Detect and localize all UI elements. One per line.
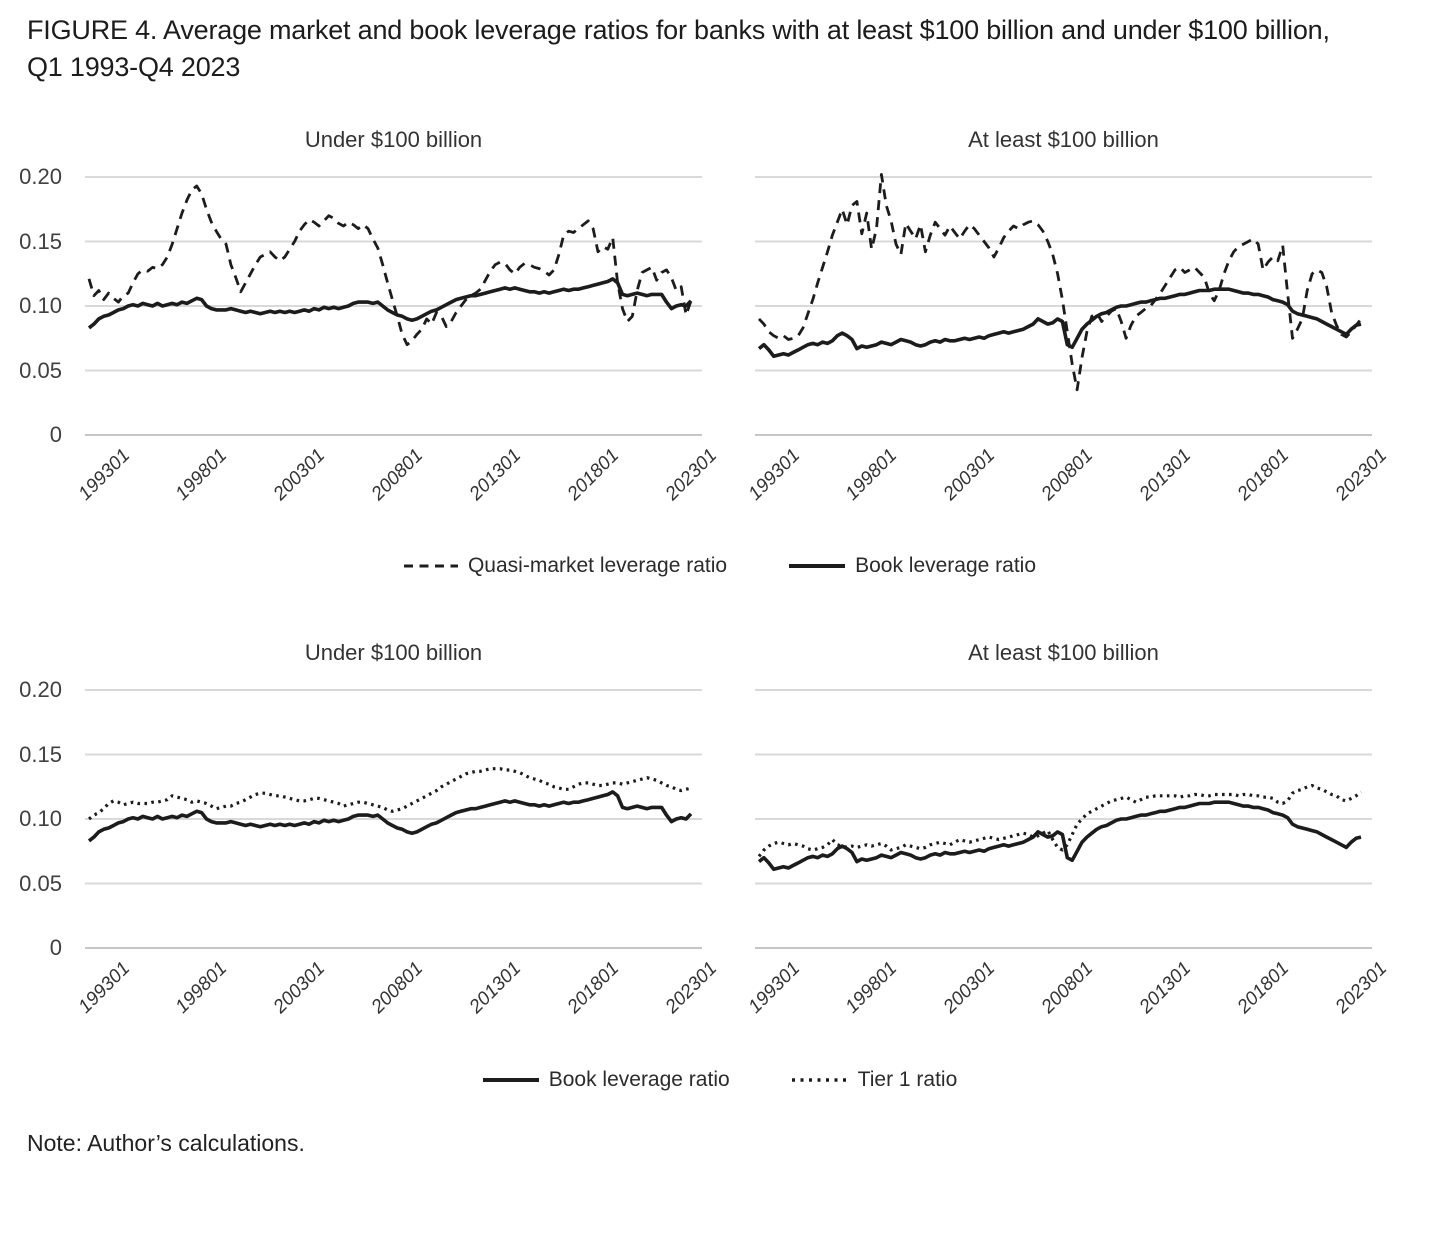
x-tick-label: 199801: [172, 958, 232, 1018]
dashed-line-swatch: [403, 564, 458, 568]
y-tick-label: 0.20: [19, 677, 62, 702]
x-tick-label: 201801: [1233, 958, 1294, 1018]
y-tick-label: 0.20: [19, 164, 62, 189]
y-tick-label: 0: [49, 935, 62, 960]
y-tick-label: 0: [49, 422, 62, 447]
x-tick-label: 201301: [1135, 445, 1196, 505]
x-tick-label: 202301: [661, 445, 722, 505]
x-tick-label: 200801: [1037, 958, 1098, 1018]
chart-top-left-plot: [85, 176, 702, 436]
solid-line-swatch: [482, 1078, 539, 1082]
y-tick-label: 0.10: [19, 806, 62, 831]
series-solid-line: [87, 277, 693, 330]
panel-title-bottom-left: Under $100 billion: [304, 640, 483, 665]
series-dashed-line: [757, 173, 1363, 392]
y-tick-label: 0.05: [19, 357, 62, 383]
panel-title-top-right: At least $100 billion: [968, 127, 1159, 152]
figure-title-line2: Q1 1993-Q4 2023: [27, 52, 241, 82]
solid-line-swatch: [789, 564, 846, 568]
x-tick-label: 200801: [367, 958, 428, 1018]
x-tick-label: 201801: [563, 958, 624, 1018]
x-tick-label: 202301: [661, 958, 722, 1018]
y-tick-label: 0.10: [19, 293, 62, 318]
legend-item-quasi-market: Quasi-market leverage ratio: [403, 554, 728, 578]
x-tick-label: 200801: [1037, 445, 1098, 505]
x-tick-label: 201301: [465, 445, 526, 505]
x-tick-label: 201301: [465, 958, 526, 1018]
legend-item-book-leverage: Book leverage ratio: [482, 1068, 730, 1092]
x-tick-label: 200301: [269, 958, 330, 1018]
series-solid-line: [757, 287, 1362, 359]
legend-top: Quasi-market leverage ratio Book leverag…: [0, 548, 1440, 584]
chart-bottom-left-plot: [85, 689, 702, 949]
y-tick-label: 0.05: [19, 870, 62, 896]
x-tick-label: 199301: [74, 958, 134, 1018]
series-dotted-line: [88, 767, 692, 821]
series-solid-line: [87, 790, 693, 843]
x-tick-label: 201801: [1233, 445, 1294, 505]
x-tick-label: 201301: [1135, 958, 1196, 1018]
series-solid-line: [757, 800, 1362, 872]
panel-title-bottom-right: At least $100 billion: [968, 640, 1159, 665]
x-tick-label: 200301: [269, 445, 330, 505]
y-tick-label: 0.15: [19, 228, 62, 254]
panel-title-top-left: Under $100 billion: [304, 127, 483, 152]
legend-label: Book leverage ratio: [855, 554, 1037, 577]
series-dashed-line: [87, 184, 693, 347]
y-tick-label: 0.15: [19, 741, 62, 767]
x-tick-label: 202301: [1331, 958, 1392, 1018]
x-tick-label: 199301: [744, 958, 804, 1018]
x-tick-label: 199801: [842, 445, 902, 505]
x-tick-label: 200801: [367, 445, 428, 505]
figure-title-line1: FIGURE 4. Average market and book levera…: [27, 15, 1330, 45]
legend-item-tier1: Tier 1 ratio: [791, 1068, 958, 1092]
legend-item-book-leverage: Book leverage ratio: [789, 554, 1036, 578]
legend-label: Book leverage ratio: [548, 1068, 730, 1091]
x-tick-label: 199801: [842, 958, 902, 1018]
figure-title: FIGURE 4. Average market and book levera…: [27, 12, 1427, 86]
x-tick-label: 199301: [74, 445, 134, 505]
legend-label: Tier 1 ratio: [857, 1068, 958, 1091]
dotted-line-swatch: [791, 1078, 848, 1082]
chart-top-right-plot: [755, 173, 1372, 436]
chart-bottom-right-plot: [755, 689, 1372, 949]
x-tick-label: 201801: [563, 445, 624, 505]
legend-label: Quasi-market leverage ratio: [467, 554, 728, 577]
x-tick-label: 200301: [939, 958, 1000, 1018]
x-tick-label: 200301: [939, 445, 1000, 505]
x-tick-label: 202301: [1331, 445, 1392, 505]
figure-note: Note: Author’s calculations.: [27, 1130, 305, 1156]
x-tick-label: 199301: [744, 445, 804, 505]
legend-bottom: Book leverage ratio Tier 1 ratio: [0, 1062, 1440, 1098]
x-tick-label: 199801: [172, 445, 232, 505]
series-dotted-line: [757, 783, 1362, 858]
